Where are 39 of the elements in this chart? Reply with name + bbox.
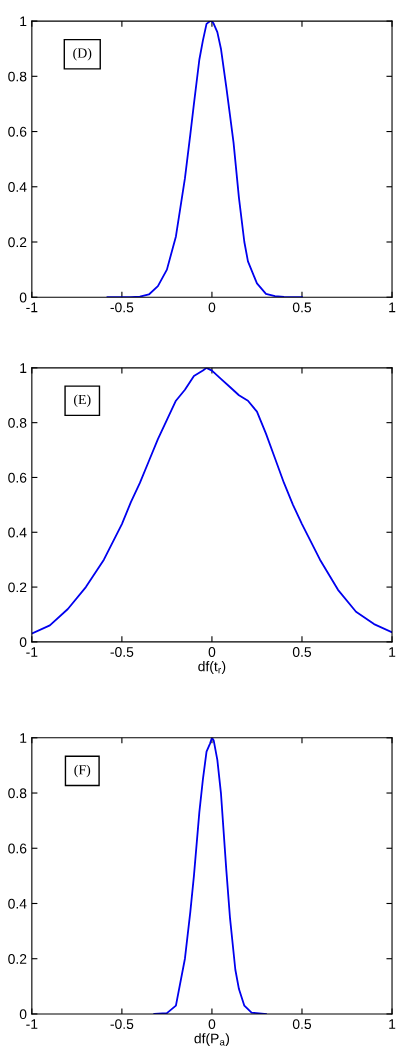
x-tick-label: 1 <box>389 647 396 657</box>
x-tick-label: 0 <box>208 647 216 657</box>
y-tick-label: 0 <box>19 1009 27 1020</box>
y-tick-label: 0.6 <box>8 843 27 854</box>
y-tick-label: 0.4 <box>8 527 27 538</box>
y-tick-label: 0.2 <box>8 237 27 248</box>
y-tick-label: 0.6 <box>8 126 27 137</box>
y-tick-label: 0.6 <box>8 472 27 483</box>
x-tick-label: -1 <box>26 1019 38 1029</box>
y-tick-label: 0 <box>19 292 27 303</box>
annotation: (D) <box>73 47 92 61</box>
y-tick-label: 0.2 <box>8 582 27 593</box>
y-tick-label: 0.4 <box>8 898 27 909</box>
y-tick-label: 1 <box>20 733 27 743</box>
line-series <box>106 21 303 298</box>
x-tick-label: -1 <box>26 647 38 657</box>
x-axis-title: df(t$_{r}$) <box>198 661 226 675</box>
y-tick-label: 1 <box>20 363 27 373</box>
x-tick-label: -0.5 <box>110 1019 134 1030</box>
x-tick-label: -0.5 <box>110 302 134 313</box>
y-tick-label: 0.8 <box>8 417 27 428</box>
x-axis-title: df(P$_{a}$) <box>194 1033 230 1047</box>
annotation: (F) <box>74 764 91 778</box>
x-tick-label: -0.5 <box>110 647 134 657</box>
x-tick-label: 0.5 <box>292 302 312 313</box>
y-tick-label: 0 <box>19 637 27 648</box>
x-tick-label: 0.5 <box>292 647 312 657</box>
x-tick-label: 1 <box>389 1019 396 1029</box>
y-tick-label: 0.8 <box>8 71 27 82</box>
x-tick-label: 1 <box>389 302 396 313</box>
y-tick-label: 0.8 <box>8 788 27 799</box>
y-tick-label: 0.2 <box>8 954 27 964</box>
annotation: (E) <box>74 394 91 408</box>
x-tick-label: 0.5 <box>292 1019 312 1030</box>
y-tick-label: 1 <box>20 16 27 27</box>
y-tick-label: 0.4 <box>8 182 27 192</box>
x-tick-label: -1 <box>26 302 38 313</box>
x-tick-label: 0 <box>208 302 216 313</box>
x-tick-label: 0 <box>208 1019 216 1030</box>
